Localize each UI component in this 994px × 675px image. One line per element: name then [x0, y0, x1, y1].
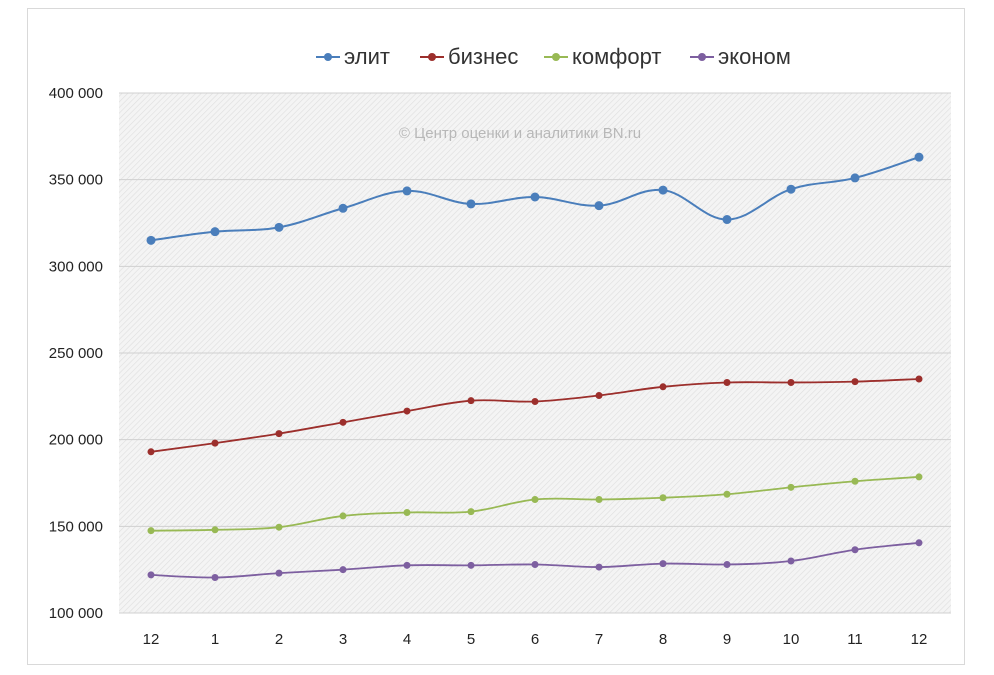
- data-point: [595, 391, 603, 399]
- x-tick-label: 2: [275, 631, 283, 648]
- x-tick-label: 11: [847, 631, 863, 648]
- series-group: [146, 152, 924, 581]
- legend-item: эконом: [690, 44, 791, 69]
- series-3: [147, 473, 923, 535]
- data-point: [723, 560, 731, 568]
- y-tick-label: 400 000: [49, 85, 103, 102]
- data-point: [787, 483, 795, 491]
- data-point: [659, 383, 667, 391]
- legend-marker: [698, 53, 706, 61]
- y-axis: 100 000 150 000 200 000 250 000 300 000 350 0…: [49, 85, 103, 622]
- data-point: [211, 439, 219, 447]
- y-tick-label: 200 000: [49, 432, 103, 449]
- legend-marker: [324, 53, 332, 61]
- x-tick-label: 12: [911, 631, 928, 648]
- data-point: [915, 539, 923, 547]
- data-point: [275, 430, 283, 438]
- x-tick-label: 5: [467, 631, 475, 648]
- x-tick-label: 4: [403, 631, 411, 648]
- data-point: [914, 152, 924, 162]
- legend-label: элит: [344, 44, 390, 69]
- data-point: [658, 185, 668, 195]
- data-point: [595, 495, 603, 503]
- legend-marker: [552, 53, 560, 61]
- data-point: [531, 560, 539, 568]
- data-point: [531, 495, 539, 503]
- x-axis: 12 1 2 3 4 5 6 7 8 9 10 11 12: [143, 631, 928, 648]
- x-tick-label: 12: [143, 631, 160, 648]
- data-point: [915, 375, 923, 383]
- data-point: [403, 508, 411, 516]
- data-point: [467, 561, 475, 569]
- data-point: [530, 192, 540, 202]
- data-point: [147, 527, 155, 535]
- data-point: [466, 199, 476, 209]
- legend-item: комфорт: [544, 44, 661, 69]
- data-point: [851, 477, 859, 485]
- series-2: [147, 375, 923, 456]
- data-point: [402, 186, 412, 196]
- data-point: [851, 546, 859, 554]
- legend-label: комфорт: [572, 44, 661, 69]
- x-tick-label: 6: [531, 631, 539, 648]
- x-tick-label: 7: [595, 631, 603, 648]
- legend-label: бизнес: [448, 44, 518, 69]
- data-point: [850, 173, 860, 183]
- series-4: [147, 539, 923, 581]
- data-point: [467, 508, 475, 516]
- y-tick-label: 250 000: [49, 345, 103, 362]
- legend-label: эконом: [718, 44, 791, 69]
- data-point: [403, 407, 411, 415]
- watermark: © Центр оценки и аналитики BN.ru: [399, 125, 641, 142]
- y-tick-label: 150 000: [49, 518, 103, 535]
- data-point: [147, 448, 155, 456]
- data-point: [274, 222, 284, 232]
- data-point: [339, 566, 347, 574]
- x-tick-label: 9: [723, 631, 731, 648]
- x-tick-label: 1: [211, 631, 219, 648]
- data-point: [467, 397, 475, 405]
- data-point: [851, 378, 859, 386]
- x-tick-label: 10: [783, 631, 800, 648]
- data-point: [659, 560, 667, 568]
- legend-marker: [428, 53, 436, 61]
- gridlines: [119, 92, 951, 614]
- data-point: [275, 523, 283, 531]
- data-point: [595, 563, 603, 571]
- y-tick-label: 100 000: [49, 605, 103, 622]
- legend: элит бизнес комфорт эконом: [316, 44, 791, 69]
- data-point: [210, 227, 220, 237]
- legend-item: бизнес: [420, 44, 518, 69]
- legend-item: элит: [316, 44, 390, 69]
- data-point: [659, 494, 667, 502]
- data-point: [787, 557, 795, 565]
- data-point: [594, 201, 604, 211]
- y-tick-label: 350 000: [49, 172, 103, 189]
- data-point: [915, 473, 923, 481]
- data-point: [339, 418, 347, 426]
- data-point: [531, 398, 539, 406]
- data-point: [723, 490, 731, 498]
- data-point: [275, 569, 283, 577]
- data-point: [723, 378, 731, 386]
- data-point: [211, 526, 219, 534]
- x-tick-label: 8: [659, 631, 667, 648]
- data-point: [147, 571, 155, 579]
- data-point: [786, 184, 796, 194]
- data-point: [338, 203, 348, 213]
- series-1: [146, 152, 924, 245]
- y-tick-label: 300 000: [49, 258, 103, 275]
- data-point: [211, 573, 219, 581]
- data-point: [787, 378, 795, 386]
- data-point: [722, 215, 732, 225]
- x-tick-label: 3: [339, 631, 347, 648]
- data-point: [146, 235, 156, 245]
- data-point: [403, 561, 411, 569]
- data-point: [339, 512, 347, 520]
